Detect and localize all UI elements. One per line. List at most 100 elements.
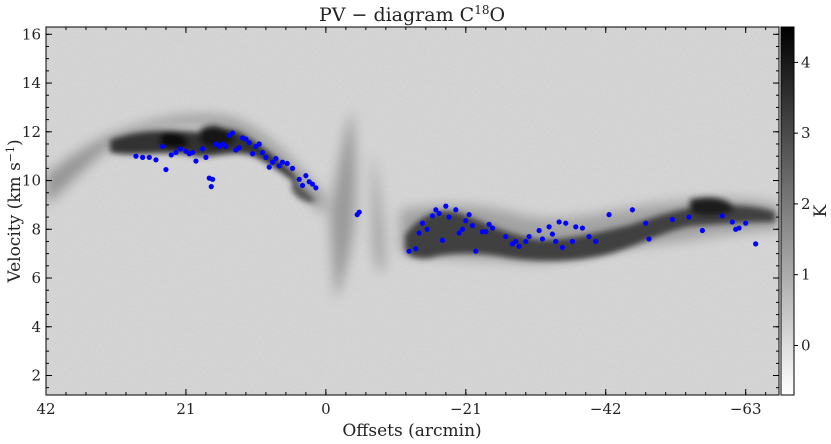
- data-point: [686, 214, 692, 220]
- data-point: [753, 241, 759, 247]
- colorbar-label: K: [811, 204, 831, 217]
- x-tick-label: −42: [590, 400, 622, 418]
- data-point: [469, 223, 476, 229]
- colorbar-tick-label: 1: [801, 266, 811, 284]
- data-point: [569, 238, 576, 245]
- colorbar-axis: 0 1 2 3 4: [794, 53, 811, 354]
- intensity-map: [46, 27, 779, 395]
- data-point: [146, 154, 152, 160]
- data-point: [446, 214, 452, 220]
- x-tick-label: −63: [730, 400, 762, 418]
- y-tick-label: 8: [31, 220, 41, 238]
- data-point: [523, 238, 529, 245]
- data-point: [356, 209, 362, 215]
- data-point: [203, 154, 209, 160]
- data-point: [208, 184, 214, 190]
- data-point: [303, 173, 309, 179]
- data-point: [153, 157, 159, 163]
- data-point: [299, 182, 306, 189]
- colorbar-frame: [780, 26, 795, 396]
- data-point: [606, 212, 612, 218]
- data-point: [646, 236, 652, 242]
- data-point: [190, 149, 196, 156]
- data-point: [546, 224, 552, 230]
- data-point: [743, 220, 749, 226]
- y-axis-label: Velocity (km s−1): [4, 139, 25, 283]
- data-point: [453, 207, 459, 213]
- data-point: [178, 146, 184, 152]
- data-point: [289, 165, 296, 171]
- data-point: [429, 213, 436, 219]
- data-point: [209, 176, 216, 182]
- data-point: [246, 140, 252, 146]
- data-point: [419, 220, 426, 226]
- x-axis: 42 21 0 −21 −42 −63: [36, 27, 767, 418]
- data-point: [473, 248, 479, 254]
- data-point: [526, 233, 532, 240]
- data-point: [579, 225, 586, 231]
- data-point: [173, 149, 179, 156]
- colorbar-tick-label: 2: [801, 195, 811, 213]
- x-axis-label: Offsets (arcmin): [342, 421, 481, 441]
- data-point: [133, 153, 139, 159]
- data-point: [443, 203, 449, 209]
- data-point: [559, 244, 566, 251]
- data-point: [463, 218, 469, 224]
- data-point: [439, 237, 446, 243]
- x-tick-label: 0: [321, 400, 331, 418]
- data-point: [229, 130, 236, 136]
- data-point: [160, 143, 166, 150]
- data-point: [193, 158, 199, 164]
- y-tick-label: 10: [22, 172, 41, 190]
- data-point: [729, 219, 735, 225]
- data-point: [573, 224, 579, 230]
- colorbar-tick-label: 4: [801, 53, 811, 71]
- data-point: [516, 243, 522, 249]
- data-point: [456, 230, 462, 236]
- data-point: [436, 210, 442, 217]
- data-point: [586, 233, 592, 240]
- data-point: [309, 181, 316, 187]
- y-tick-label: 6: [31, 269, 41, 287]
- y-tick-label: 4: [31, 318, 41, 336]
- plot-frame: [45, 26, 780, 396]
- data-point: [669, 216, 675, 223]
- y-tick-label: 14: [22, 74, 41, 92]
- colorbar-tick-label: 3: [801, 124, 811, 142]
- data-point: [629, 207, 636, 213]
- colorbar-tick-label: 0: [801, 336, 811, 354]
- data-point: [549, 231, 556, 237]
- data-point: [459, 226, 466, 232]
- data-point: [424, 226, 430, 232]
- data-point: [736, 225, 742, 231]
- data-point: [256, 141, 262, 147]
- data-point: [593, 238, 599, 245]
- data-point: [249, 151, 256, 157]
- data-point: [266, 164, 272, 170]
- data-point: [466, 212, 472, 218]
- data-point: [263, 154, 269, 160]
- data-point: [513, 238, 519, 245]
- data-point: [413, 246, 419, 252]
- x-tick-label: −21: [450, 400, 482, 418]
- data-point: [313, 185, 319, 191]
- data-points: [133, 130, 759, 254]
- data-point: [276, 163, 282, 169]
- data-point: [269, 159, 276, 165]
- data-point: [140, 154, 146, 160]
- data-point: [489, 225, 496, 231]
- data-point: [296, 176, 302, 182]
- colorbar: [781, 27, 794, 395]
- data-point: [279, 159, 286, 165]
- y-axis: 2 4 6 8 10 12 14 16: [22, 25, 779, 389]
- data-point: [556, 219, 562, 225]
- data-point: [486, 221, 492, 228]
- data-point: [223, 143, 229, 150]
- data-point: [284, 160, 290, 167]
- data-point: [416, 230, 422, 236]
- data-point: [503, 233, 509, 240]
- data-point: [699, 227, 705, 234]
- data-point: [273, 156, 279, 162]
- data-point: [643, 220, 649, 226]
